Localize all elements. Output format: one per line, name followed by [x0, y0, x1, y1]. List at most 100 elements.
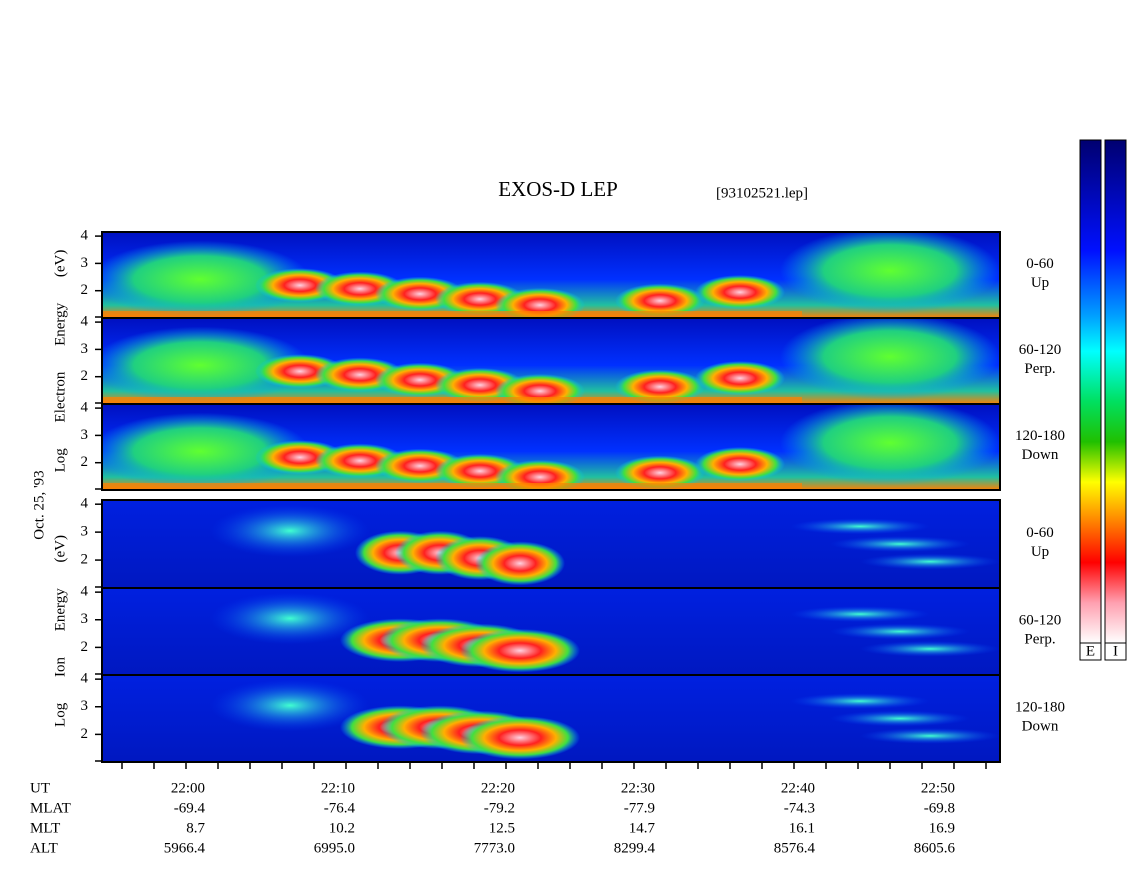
blob	[780, 318, 1000, 400]
y-tick-label: 4	[81, 671, 89, 687]
colorbar-label: I	[1113, 643, 1118, 659]
colorbar-label-box	[1079, 642, 1102, 661]
row-value: 22:40	[781, 780, 815, 796]
channel-label: 60-120	[1019, 342, 1062, 358]
row-value: 16.1	[789, 820, 815, 836]
colorbar-label: E	[1086, 643, 1095, 659]
blob	[790, 606, 930, 623]
row-value: 22:30	[621, 780, 655, 796]
blob	[102, 240, 310, 318]
spectrogram	[102, 232, 1000, 318]
blob	[830, 710, 970, 727]
blob	[495, 287, 585, 318]
row-value: -69.4	[174, 800, 206, 816]
spectrogram	[102, 404, 1000, 490]
y-tick-label: 4	[81, 584, 89, 600]
blob	[860, 640, 1000, 657]
blob	[615, 369, 705, 404]
row-value: 12.5	[489, 820, 515, 836]
row-value: 8.7	[186, 820, 205, 836]
y-tick-label: 2	[81, 368, 89, 384]
colorbar	[1079, 139, 1102, 644]
row-value: -69.8	[924, 800, 955, 816]
blob	[460, 628, 580, 673]
direction-label: Perp.	[1024, 361, 1055, 377]
channel-label: 0-60	[1026, 525, 1054, 541]
direction-label: Down	[1022, 447, 1059, 463]
blob	[830, 623, 970, 640]
row-value: -79.2	[484, 800, 515, 816]
file-name: [93102521.lep]	[716, 185, 808, 201]
y-tick-label: 2	[81, 454, 89, 470]
row-value: 14.7	[629, 820, 656, 836]
colorbar	[1104, 139, 1127, 644]
channel-label: 0-60	[1026, 256, 1054, 272]
row-value: 22:20	[481, 780, 515, 796]
row-label: UT	[30, 780, 50, 796]
blob	[830, 536, 970, 552]
band	[102, 483, 802, 490]
y-tick-label: 2	[81, 726, 89, 742]
title: EXOS-D LEP	[498, 177, 618, 201]
blob	[615, 283, 705, 318]
row-value: 8299.4	[614, 840, 656, 856]
row-value: 7773.0	[474, 840, 515, 856]
blob	[475, 541, 565, 586]
row-value: 22:00	[171, 780, 205, 796]
direction-label: Down	[1022, 719, 1059, 735]
row-value: 16.9	[929, 820, 955, 836]
row-label: ALT	[30, 840, 58, 856]
spectrogram	[102, 588, 1000, 675]
blob	[210, 504, 370, 558]
row-value: 22:10	[321, 780, 355, 796]
y-tick-label: 3	[81, 611, 89, 627]
row-value: 8576.4	[774, 840, 816, 856]
spectrogram	[102, 675, 1000, 762]
direction-label: Perp.	[1024, 632, 1055, 648]
row-value: -76.4	[324, 800, 356, 816]
row-value: 8605.6	[914, 840, 956, 856]
panel-frame	[101, 403, 1001, 491]
band	[102, 311, 802, 318]
blob	[695, 447, 785, 482]
blob	[495, 459, 585, 490]
row-label: MLT	[30, 820, 60, 836]
colorbar-label-box	[1104, 642, 1127, 661]
y-tick-label: 2	[81, 639, 89, 655]
axis-label: Log Ion Energy (eV)	[52, 535, 68, 727]
y-tick-label: 3	[81, 427, 89, 443]
row-label: MLAT	[30, 800, 71, 816]
row-value: 10.2	[329, 820, 355, 836]
row-value: 5966.4	[164, 840, 206, 856]
channel-label: 120-180	[1015, 428, 1065, 444]
y-tick-label: 4	[81, 496, 89, 512]
spectrogram	[102, 318, 1000, 404]
blob	[615, 455, 705, 490]
axis-label: Log Electron Energy (eV)	[52, 250, 68, 473]
direction-label: Up	[1031, 544, 1049, 560]
blob	[790, 693, 930, 710]
y-tick-label: 3	[81, 524, 89, 540]
direction-label: Up	[1031, 275, 1049, 291]
blob	[860, 553, 1000, 570]
blob	[210, 679, 370, 732]
y-tick-label: 3	[81, 698, 89, 714]
blob	[780, 232, 1000, 314]
y-tick-label: 4	[81, 228, 89, 244]
channel-label: 120-180	[1015, 699, 1065, 715]
y-tick-label: 4	[81, 400, 89, 416]
channel-label: 60-120	[1019, 612, 1062, 628]
row-value: -77.9	[624, 800, 655, 816]
blob	[102, 412, 310, 490]
band	[102, 397, 802, 404]
y-tick-label: 4	[81, 314, 89, 330]
blob	[860, 727, 1000, 744]
row-value: -74.3	[784, 800, 815, 816]
date-label: Oct. 25, '93	[31, 470, 47, 539]
spectrogram	[102, 500, 1000, 588]
y-tick-label: 2	[81, 282, 89, 298]
blob	[460, 715, 580, 760]
blob	[102, 326, 310, 404]
row-value: 6995.0	[314, 840, 355, 856]
